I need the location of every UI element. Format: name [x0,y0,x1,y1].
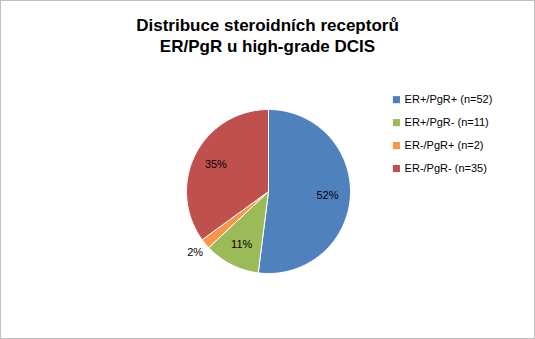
svg-text:2%: 2% [187,246,203,258]
svg-text:ER+/PgR- (n=11): ER+/PgR- (n=11) [405,116,489,128]
svg-text:ER+/PgR+ (n=52): ER+/PgR+ (n=52) [405,93,493,105]
svg-text:11%: 11% [231,238,252,250]
svg-text:35%: 35% [205,158,227,170]
html-text:Distribuce steroidních recepto: Distribuce steroidních receptorů ER/PgR … [136,16,399,56]
svg-text:ER-/PgR+ (n=2): ER-/PgR+ (n=2) [405,139,484,151]
svg-text:ER-/PgR- (n=35): ER-/PgR- (n=35) [405,162,487,174]
svg-text:52%: 52% [316,189,338,201]
